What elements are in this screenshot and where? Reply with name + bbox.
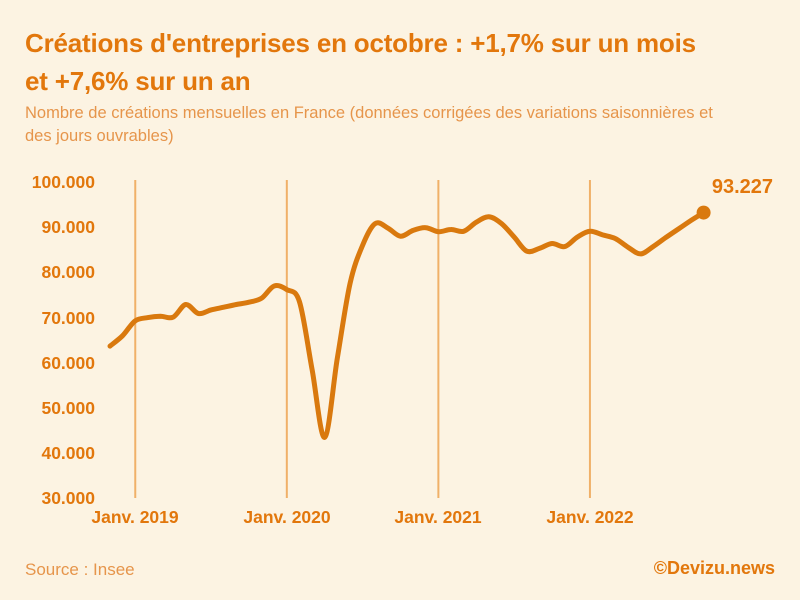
y-axis-tick-label: 30.000: [41, 488, 95, 508]
y-axis-tick-label: 70.000: [41, 308, 95, 328]
chart-title-line2: et +7,6% sur un an: [25, 66, 251, 96]
data-series-line: [107, 210, 707, 440]
y-axis-tick-label: 100.000: [31, 172, 95, 192]
chart-subtitle: Nombre de créations mensuelles en France…: [25, 102, 713, 148]
chart-subtitle-line2: des jours ouvrables): [25, 127, 174, 145]
last-point-data-label: 93.227: [711, 176, 773, 198]
chart-title-line1: Créations d'entreprises en octobre : +1,…: [25, 28, 696, 58]
credit-caption: ©Devizu.news: [653, 558, 775, 578]
x-axis-tick-label: Janv. 2021: [394, 507, 482, 527]
chart-subtitle-line1: Nombre de créations mensuelles en France…: [25, 104, 713, 122]
chart-title: Créations d'entreprises en octobre : +1,…: [25, 24, 696, 100]
y-axis-tick-label: 60.000: [41, 353, 95, 373]
x-axis-tick-label: Janv. 2022: [546, 507, 634, 527]
x-axis-tick-label: Janv. 2020: [243, 507, 331, 527]
last-point-marker: [696, 205, 711, 220]
y-axis-tick-label: 80.000: [41, 262, 95, 282]
y-axis-tick-label: 50.000: [41, 398, 95, 418]
x-axis-tick-label: Janv. 2019: [91, 507, 179, 527]
y-axis-tick-label: 40.000: [41, 443, 95, 463]
y-axis-tick-label: 90.000: [41, 217, 95, 237]
source-caption: Source : Insee: [25, 560, 135, 579]
